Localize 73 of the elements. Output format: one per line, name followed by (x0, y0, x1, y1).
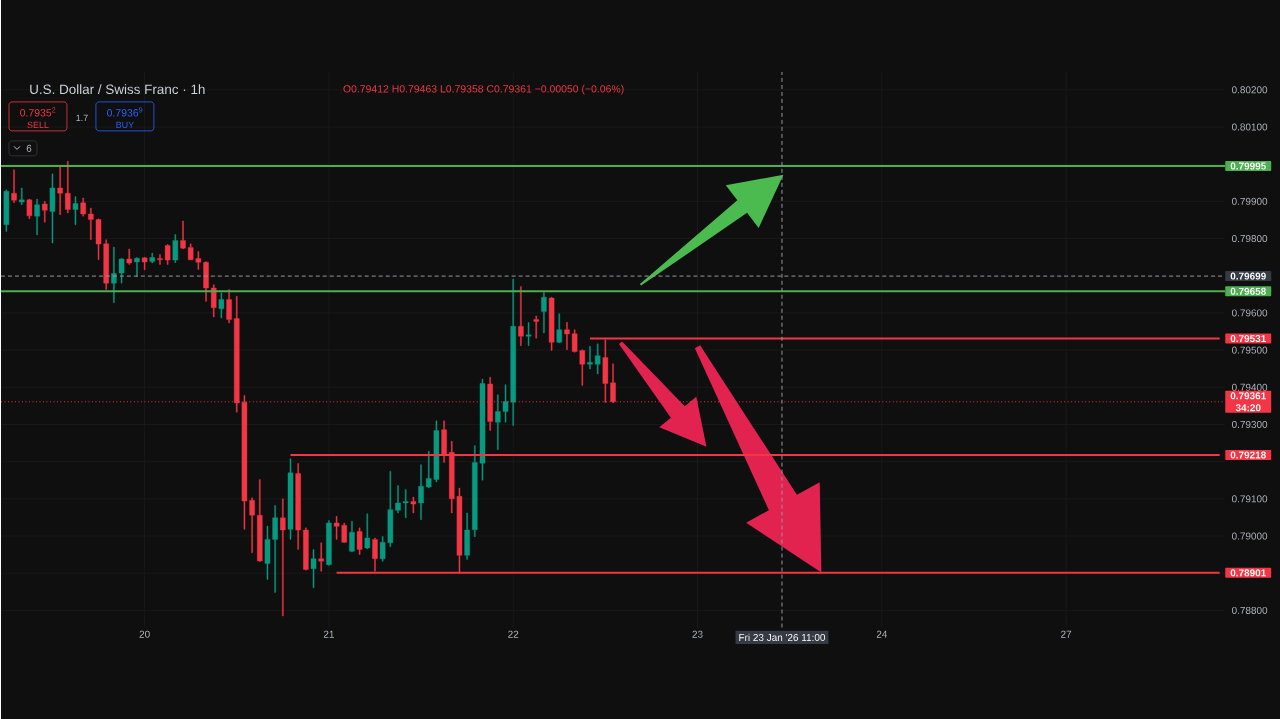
annotation: 0.7936$^{9}$ (107, 107, 143, 117)
y-tick-label: 0.79100 (1231, 495, 1268, 503)
candlestick (548, 296, 555, 351)
candlestick (303, 527, 309, 571)
x-tick-label: 22 (508, 630, 519, 638)
candlestick (26, 198, 33, 219)
candlestick (464, 512, 470, 560)
candlestick (541, 292, 547, 333)
candlestick (172, 234, 179, 263)
candlestick (218, 292, 225, 319)
candlestick (126, 248, 132, 265)
x-tick-label: 24 (876, 630, 888, 638)
candlestick (80, 197, 86, 217)
candlestick (402, 489, 409, 518)
x-tick-label: 21 (323, 630, 334, 638)
candlestick (318, 542, 324, 572)
text: U.S. Dollar / Swiss Franc · 1h (30, 83, 205, 94)
y-tick-label: 0.79500 (1231, 346, 1268, 354)
x-tick-label: 23 (692, 630, 703, 638)
candlestick (49, 173, 56, 243)
candlestick (57, 165, 63, 215)
candlestick (525, 322, 532, 346)
candlestick (326, 519, 332, 566)
annotation: 0.7935$^{2}$ (20, 107, 56, 117)
candlestick (533, 315, 539, 339)
candlestick (310, 549, 317, 588)
candlestick (42, 200, 48, 223)
data-label: 0.78901 (1230, 569, 1266, 577)
y-tick-label: 0.80200 (1231, 86, 1268, 94)
candlestick (556, 313, 563, 344)
candlestick (257, 479, 263, 562)
candlestick (295, 463, 301, 550)
ref-line-label: 0.79658 (1230, 287, 1266, 295)
y-tick-label: 0.79800 (1231, 234, 1268, 242)
y-tick-label: 0.79300 (1231, 420, 1268, 428)
y-tick-label: 0.79000 (1231, 532, 1268, 540)
candlestick (3, 189, 10, 232)
text: O0.79412 H0.79463 L0.79358 C0.79361 −0.00050 (−0.06%) (343, 84, 624, 95)
annotation: BUY (116, 121, 134, 128)
candlestick (149, 252, 156, 264)
annotation: SELL (27, 121, 49, 128)
candlestick (65, 160, 71, 213)
y-tick-label: 0.79400 (1231, 383, 1268, 391)
candlestick (210, 284, 217, 317)
candlestick (418, 464, 424, 520)
candlestick (287, 458, 294, 540)
y-tick-label: 0.79600 (1231, 309, 1268, 317)
y-tick-label: 0.80100 (1231, 123, 1268, 131)
x-tick-label: Fri 23 Jan '26 11:00 (739, 633, 826, 641)
candlestick (134, 257, 140, 277)
candlestick (410, 496, 417, 513)
candlestick (356, 527, 363, 555)
annotation: 1.7 (76, 114, 88, 121)
candlestick (364, 513, 371, 550)
y-tick-label: 0.78800 (1231, 606, 1268, 614)
candlestick (518, 286, 524, 346)
candlestick (11, 169, 17, 203)
ref-line-label: 0.79361 34:20 (1230, 392, 1266, 412)
candlestick (72, 196, 79, 225)
candlestick (226, 289, 232, 323)
candlestick (349, 520, 355, 552)
x-tick-label: 20 (139, 630, 150, 638)
data-label: 0.79218 (1230, 451, 1266, 459)
candlestick (34, 198, 40, 235)
candlestick (19, 187, 25, 205)
ref-line-label: 0.79699 (1230, 272, 1266, 280)
candlestick (141, 256, 148, 270)
annotation: 6 (26, 144, 32, 152)
ref-line-label: 0.79995 (1230, 162, 1266, 170)
candlestick (280, 498, 286, 616)
x-tick-label: 27 (1061, 630, 1072, 638)
data-label: 0.79531 (1230, 334, 1266, 342)
y-tick-label: 0.79900 (1231, 197, 1268, 205)
